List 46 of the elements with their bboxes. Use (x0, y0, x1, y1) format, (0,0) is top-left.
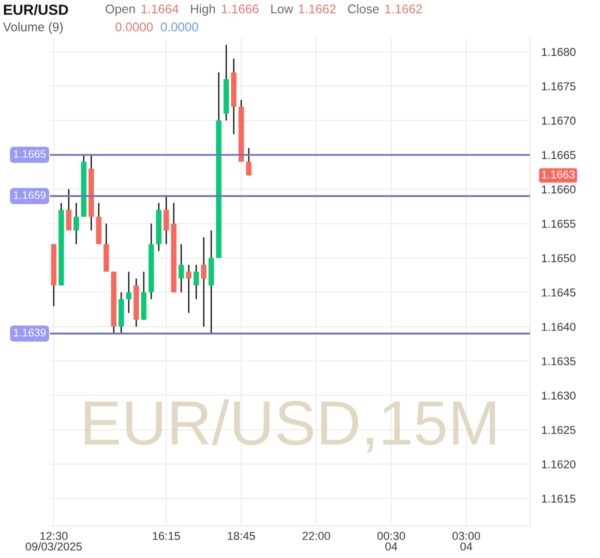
candlestick (186, 264, 192, 314)
y-tick-label: 1.1645 (542, 288, 576, 297)
y-tick-label: 1.1615 (542, 494, 576, 503)
y-tick-label: 1.1655 (542, 220, 576, 228)
candlestick (164, 195, 169, 245)
y-tick-label: 1.1665 (542, 151, 576, 160)
chart-title: EUR/USD (4, 4, 68, 16)
y-tick-label: 1.1620 (542, 460, 576, 468)
text: Close (348, 4, 379, 14)
candlestick (126, 271, 132, 314)
candlestick (66, 188, 72, 232)
y-tick-label: 1.1630 (542, 392, 576, 400)
x-tick-label: 16:15 (152, 532, 180, 540)
candlestick (74, 202, 79, 245)
candlestick (246, 147, 252, 176)
y-tick-label: 1.1635 (542, 357, 576, 366)
text: 0.0000 (115, 22, 153, 32)
y-tick-label: 1.1670 (542, 116, 576, 125)
text: 1.1666 (222, 4, 259, 14)
candlestick (194, 264, 199, 300)
x-tick-label: 18:45 (228, 532, 256, 540)
y-tick-label: 1.1680 (542, 48, 576, 56)
y-tick-label: 1.1625 (542, 426, 576, 434)
x-tick-label: 00:30 04 (377, 532, 406, 551)
y-tick-label: 1.1675 (542, 82, 576, 90)
text: 1.1663 (542, 170, 575, 178)
y-tick-label: 1.1640 (542, 322, 576, 331)
ref-line-label: 1.1639 (14, 328, 46, 336)
text: Volume (9) (3, 22, 63, 34)
text: 1.1664 (142, 4, 178, 14)
y-tick-label: 1.1650 (542, 254, 576, 262)
text: 0.0000 (160, 22, 198, 32)
text: High (191, 4, 215, 16)
x-tick-label: 03:00 04 (452, 532, 480, 551)
ref-line-label: 1.1665 (14, 150, 46, 158)
text: Low (271, 4, 294, 14)
candlestick (178, 244, 184, 293)
y-tick-label: 1.1660 (542, 185, 576, 194)
annotation: EUR/USD,15M (85, 399, 495, 453)
x-tick-label: 12:30 09/03/2025 (26, 532, 82, 551)
x-tick-label: 22:00 (302, 532, 330, 540)
text: Open (106, 4, 135, 16)
text: 1.1662 (298, 4, 336, 14)
candlestick (201, 236, 206, 328)
ref-line-label: 1.1659 (14, 191, 46, 199)
text: 1.1662 (385, 4, 422, 14)
